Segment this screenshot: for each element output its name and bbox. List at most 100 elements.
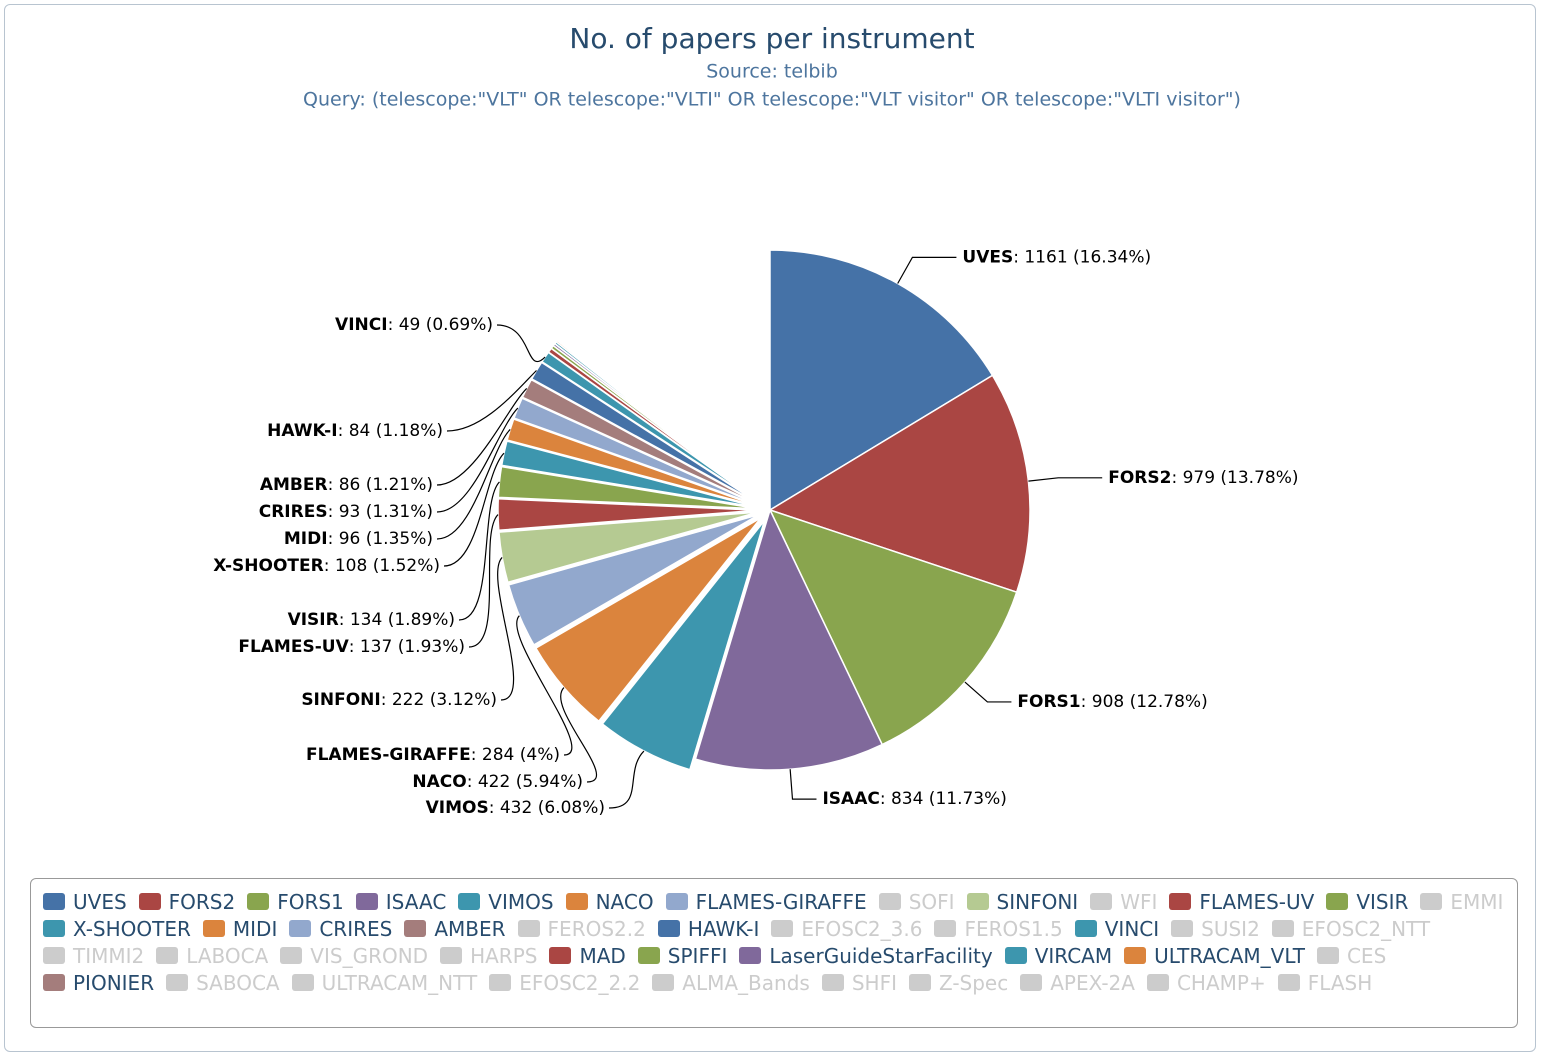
legend-item[interactable]: FORS1 (247, 889, 344, 914)
legend-swatch (1277, 974, 1300, 991)
legend-item[interactable]: VINCI (1074, 916, 1159, 941)
legend-item[interactable]: VISIR (1326, 889, 1408, 914)
leader-line (436, 387, 528, 486)
data-label-value: : 1161 (16.34%) (1013, 247, 1151, 267)
legend-item[interactable]: SHFI (821, 970, 897, 995)
legend-swatch (637, 947, 660, 964)
legend-label: WFI (1120, 889, 1158, 914)
legend-swatch (43, 920, 65, 937)
legend-item[interactable]: Z-Spec (908, 970, 1008, 995)
legend-swatch (247, 893, 270, 910)
legend-item[interactable]: SABOCA (166, 970, 280, 995)
legend-item[interactable]: CES (1316, 943, 1386, 968)
legend-item[interactable]: FEROS2.2 (517, 916, 646, 941)
legend-item[interactable]: CRIRES (289, 916, 392, 941)
leader-line (608, 750, 645, 809)
legend-swatch (1074, 920, 1097, 937)
legend-item[interactable]: WFI (1090, 889, 1157, 914)
legend-item[interactable]: SOFI (878, 889, 955, 914)
legend-item[interactable]: HAWK-I (657, 916, 760, 941)
legend-item[interactable]: VIRCAM (1004, 943, 1112, 968)
legend-swatch (1169, 893, 1192, 910)
legend-label: HARPS (470, 943, 538, 968)
data-label: ISAAC: 834 (11.73%) (822, 789, 1006, 809)
legend-label: NACO (595, 889, 654, 914)
legend-item[interactable]: FEROS1.5 (934, 916, 1063, 941)
pie-slice (556, 338, 762, 504)
legend-item[interactable]: CHAMP+ (1146, 970, 1266, 995)
legend-item[interactable]: PIONIER (43, 970, 154, 995)
legend-swatch (138, 893, 161, 910)
legend-label: FLASH (1307, 970, 1373, 995)
data-label-name: NACO (412, 772, 466, 792)
legend-label: X-SHOOTER (73, 916, 191, 941)
data-label: FORS2: 979 (13.78%) (1108, 468, 1298, 488)
data-label-name: FLAMES-UV (238, 637, 349, 657)
legend-item[interactable]: SINFONI (966, 889, 1078, 914)
legend-item[interactable]: LABOCA (156, 943, 268, 968)
legend-label: VIS_GROND (310, 943, 429, 968)
legend-item[interactable]: MIDI (202, 916, 277, 941)
legend-swatch (1124, 947, 1147, 964)
legend-swatch (1271, 920, 1294, 937)
legend-item[interactable]: FLAMES-UV (1169, 889, 1314, 914)
leader-line (516, 615, 573, 756)
data-label-name: FORS1 (1017, 692, 1080, 712)
legend-swatch (458, 893, 481, 910)
legend-item[interactable]: HARPS (440, 943, 537, 968)
legend-item[interactable]: APEX-2A (1020, 970, 1135, 995)
legend-item[interactable]: MAD (549, 943, 626, 968)
legend-label: EFOSC2_2.2 (519, 970, 641, 995)
legend-swatch (280, 947, 303, 964)
legend-label: FLAMES-GIRAFFE (695, 889, 867, 914)
chart-frame (4, 4, 1536, 1052)
legend-swatch (517, 920, 540, 937)
legend-swatch (1004, 947, 1027, 964)
legend-label: EFOSC2_NTT (1301, 916, 1431, 941)
legend-label: EFOSC2_3.6 (801, 916, 923, 941)
data-label-value: : 432 (6.08%) (489, 798, 605, 818)
leader-line (458, 481, 500, 621)
legend-item[interactable]: NACO (565, 889, 654, 914)
data-label: NACO: 422 (5.94%) (412, 772, 583, 792)
legend-item[interactable]: VIS_GROND (280, 943, 428, 968)
legend-item[interactable]: ULTRACAM_VLT (1124, 943, 1305, 968)
legend-item[interactable]: AMBER (404, 916, 506, 941)
legend-item[interactable]: VIMOS (458, 889, 554, 914)
legend-swatch (404, 920, 427, 937)
legend-item[interactable]: FORS2 (138, 889, 235, 914)
legend-label: FORS1 (277, 889, 344, 914)
legend-item[interactable]: EFOSC2_2.2 (489, 970, 640, 995)
legend-swatch (934, 920, 957, 937)
legend-label: VIMOS (488, 889, 554, 914)
legend-item[interactable]: EFOSC2_3.6 (771, 916, 922, 941)
legend-swatch (43, 974, 65, 991)
legend-label: HAWK-I (687, 916, 760, 941)
legend-item[interactable]: ALMA_Bands (652, 970, 810, 995)
legend-item[interactable]: ULTRACAM_NTT (291, 970, 478, 995)
data-label-name: MIDI (284, 529, 328, 549)
legend-item[interactable]: EMMI (1420, 889, 1503, 914)
legend-item[interactable]: X-SHOOTER (43, 916, 191, 941)
chart-query: Query: (telescope:"VLT" OR telescope:"VL… (303, 89, 1241, 111)
legend-item[interactable]: SUSI2 (1171, 916, 1260, 941)
data-label: VINCI: 49 (0.69%) (335, 315, 493, 335)
legend-item[interactable]: UVES (43, 889, 127, 914)
leader-line (436, 407, 519, 513)
legend-label: ULTRACAM_NTT (321, 970, 478, 995)
leader-line (446, 370, 537, 432)
legend-swatch (908, 974, 931, 991)
data-label-name: VINCI (335, 315, 388, 335)
legend-item[interactable]: ISAAC (355, 889, 446, 914)
legend-swatch (489, 974, 512, 991)
legend-swatch (771, 920, 794, 937)
legend-item[interactable]: SPIFFI (637, 943, 727, 968)
data-label-name: AMBER (260, 475, 328, 495)
legend-item[interactable]: EFOSC2_NTT (1271, 916, 1431, 941)
legend-item[interactable]: LaserGuideStarFacility (739, 943, 993, 968)
legend-item[interactable]: FLAMES-GIRAFFE (665, 889, 867, 914)
data-label: FLAMES-UV: 137 (1.93%) (238, 637, 465, 657)
leader-line (497, 557, 515, 701)
legend-item[interactable]: FLASH (1277, 970, 1373, 995)
legend-item[interactable]: TIMMI2 (43, 943, 144, 968)
